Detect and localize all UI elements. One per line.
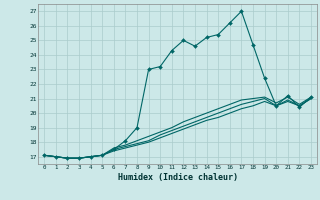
X-axis label: Humidex (Indice chaleur): Humidex (Indice chaleur)	[118, 173, 238, 182]
